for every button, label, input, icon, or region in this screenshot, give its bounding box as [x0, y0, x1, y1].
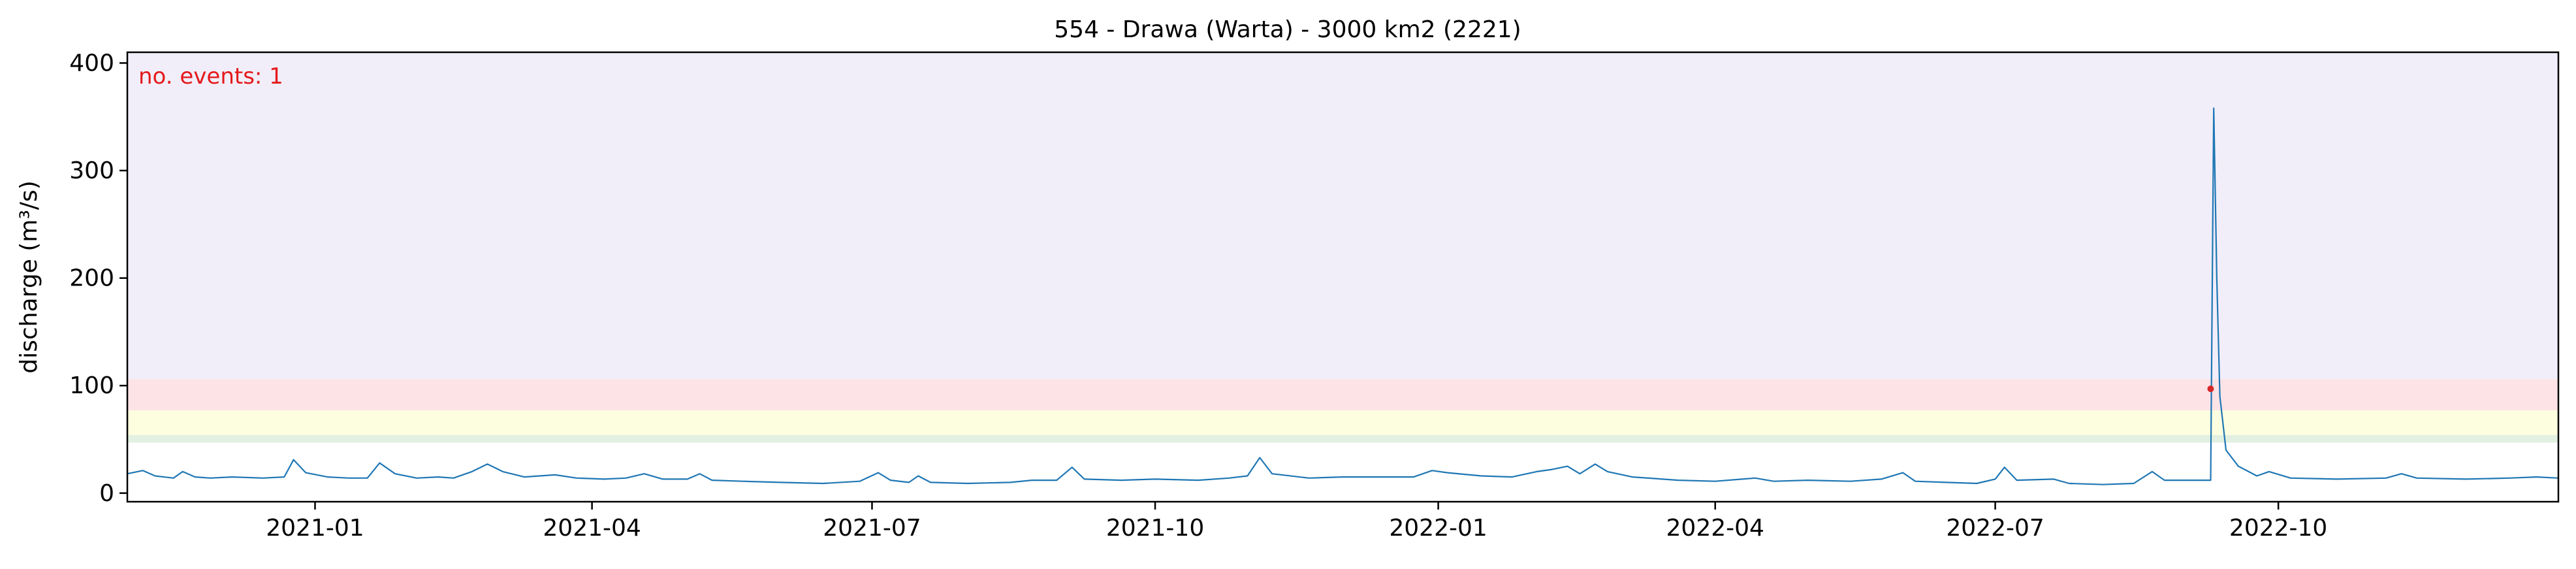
threshold-band-3: [127, 379, 2558, 411]
discharge-series-line: [127, 107, 2559, 485]
x-tick-label-2022-07: 2022-07: [1946, 515, 2044, 542]
y-tick-label-300: 300: [69, 157, 114, 184]
events-count-annotation: no. events: 1: [138, 63, 283, 89]
x-tick-label-2021-10: 2021-10: [1106, 515, 1204, 542]
x-tick-label-2022-01: 2022-01: [1389, 515, 1487, 542]
y-axis-label: discharge (m³/s): [16, 180, 42, 373]
event-marker-1: [2207, 385, 2214, 393]
y-tick-label-400: 400: [69, 50, 114, 76]
threshold-bands: [127, 52, 2558, 443]
x-axis: 2021-01 2021-04 2021-07 2021-10 2022-01 2022-…: [266, 502, 2327, 542]
y-tick-label-200: 200: [69, 265, 114, 292]
x-tick-label-2021-04: 2021-04: [543, 515, 641, 542]
x-tick-label-2022-04: 2022-04: [1666, 515, 1764, 542]
y-tick-label-100: 100: [69, 372, 114, 399]
y-tick-label-0: 0: [99, 480, 114, 507]
threshold-band-1: [127, 434, 2558, 443]
x-tick-label-2021-07: 2021-07: [823, 515, 921, 542]
chart-title: 554 - Drawa (Warta) - 3000 km2 (2221): [1054, 16, 1521, 43]
plot-frame: [126, 51, 2560, 503]
x-tick-label-2021-01: 2021-01: [266, 515, 364, 542]
y-axis: 0 100 200 300 400: [69, 50, 127, 507]
threshold-band-2: [127, 410, 2558, 435]
threshold-band-4: [127, 52, 2558, 380]
event-dots: [2207, 385, 2214, 393]
x-tick-label-2022-10: 2022-10: [2229, 515, 2327, 542]
